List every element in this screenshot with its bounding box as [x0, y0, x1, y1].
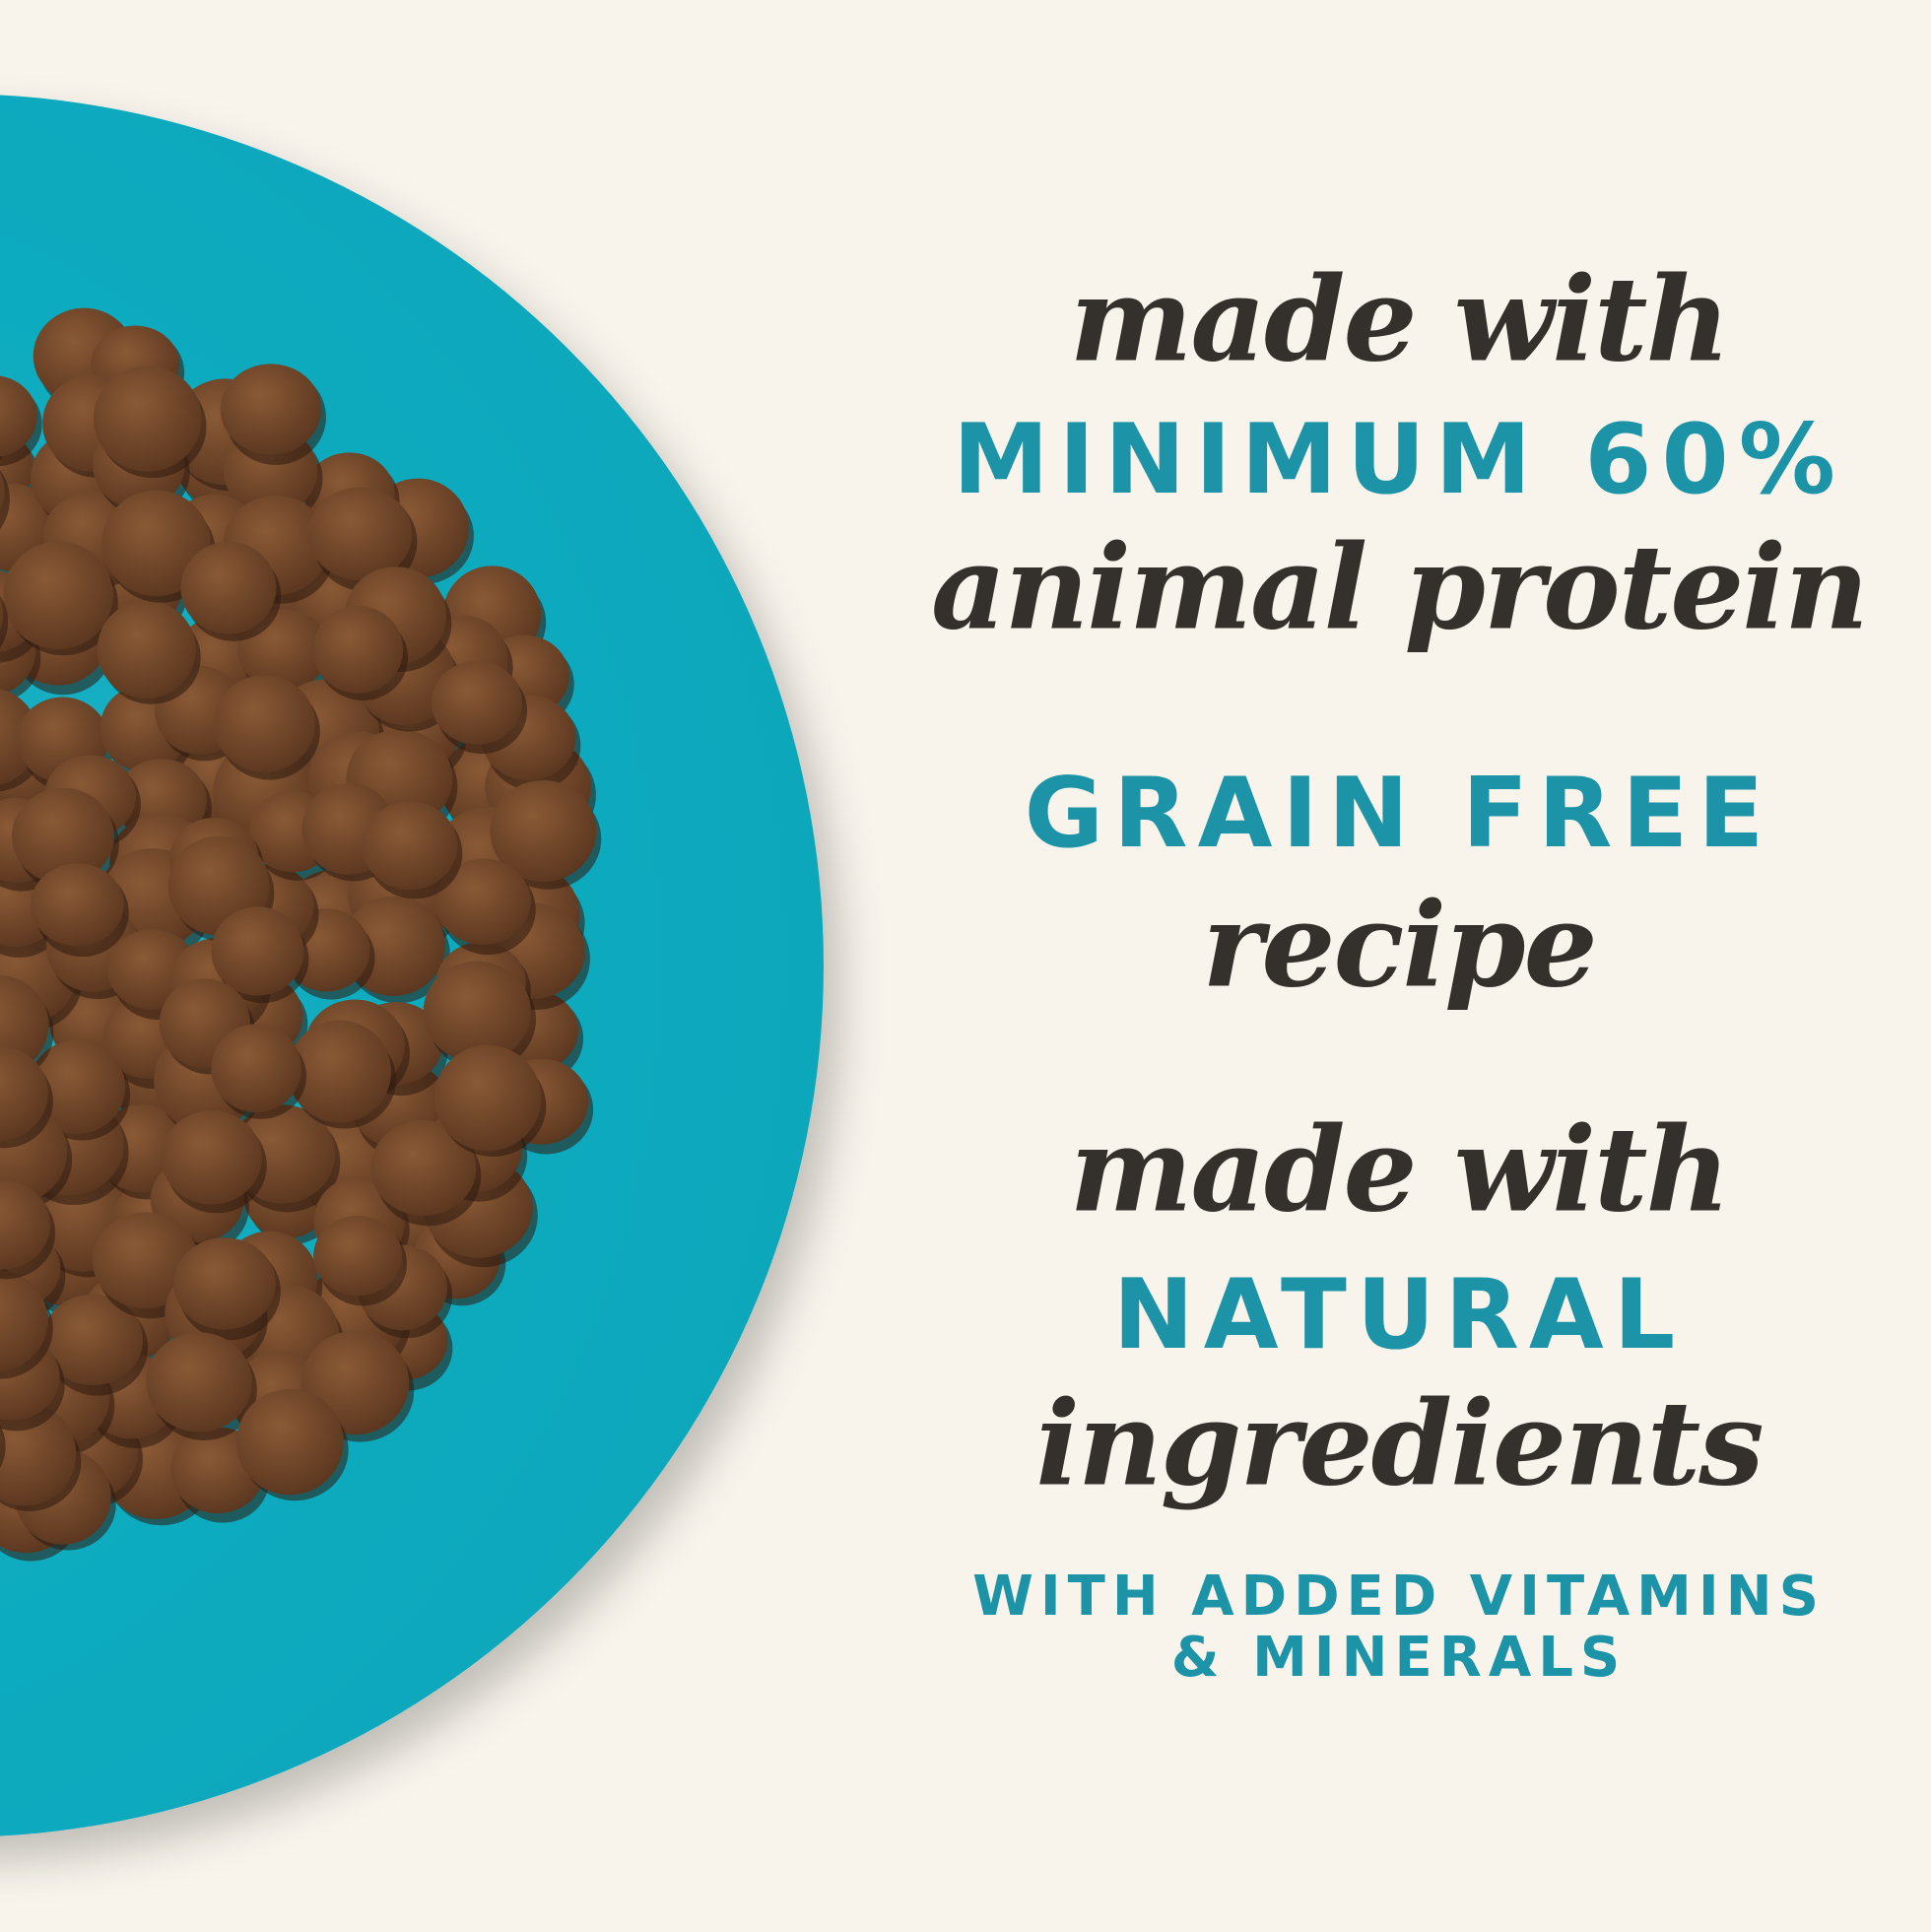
kibble	[97, 600, 196, 700]
kibble	[29, 1039, 126, 1135]
kibble	[173, 1237, 276, 1330]
kibble	[288, 1020, 392, 1123]
kibble-shadow	[0, 1425, 6, 1468]
kibble	[12, 787, 114, 885]
kibble	[31, 863, 124, 947]
kibble	[93, 366, 202, 472]
script-line: animal protein	[931, 519, 1867, 656]
caps-line: NATURAL	[1113, 1259, 1685, 1371]
kibble	[161, 1110, 262, 1205]
kibble	[312, 606, 404, 694]
kibble	[431, 660, 523, 745]
kibble	[0, 1431, 1, 1447]
kibble	[0, 1180, 51, 1270]
kibble	[0, 375, 37, 457]
kibble	[180, 541, 277, 634]
script-line: made with	[1070, 251, 1729, 388]
kibble	[0, 471, 5, 512]
kibble	[433, 1044, 542, 1152]
kibble	[41, 1294, 144, 1386]
caps-line: MINIMUM 60%	[953, 404, 1845, 516]
kibble	[435, 858, 531, 945]
script-line: ingredients	[1035, 1375, 1763, 1512]
kibble	[213, 675, 315, 772]
kibble	[307, 487, 413, 581]
kibble	[0, 597, 4, 631]
kibble-pile	[0, 307, 602, 1562]
kibble	[101, 490, 211, 597]
kibble	[211, 1024, 301, 1113]
kibble	[211, 906, 304, 996]
small-caps-line: & MINERALS	[1171, 1626, 1628, 1690]
script-line: made with	[1070, 1101, 1729, 1238]
kibble	[370, 1120, 477, 1217]
script-line: recipe	[1202, 877, 1596, 1014]
kibble	[423, 961, 532, 1063]
kibble	[0, 1269, 48, 1371]
kibble	[490, 779, 597, 883]
kibble	[313, 1215, 403, 1297]
kibble	[235, 1388, 344, 1496]
kibble	[3, 541, 113, 649]
kibble	[0, 1046, 48, 1141]
kibble	[220, 364, 322, 455]
caps-line: GRAIN FREE	[1025, 758, 1774, 870]
kibble	[362, 801, 458, 891]
kibble	[92, 1212, 199, 1309]
small-caps-line: WITH ADDED VITAMINS	[972, 1565, 1826, 1629]
kibble	[146, 1332, 252, 1432]
